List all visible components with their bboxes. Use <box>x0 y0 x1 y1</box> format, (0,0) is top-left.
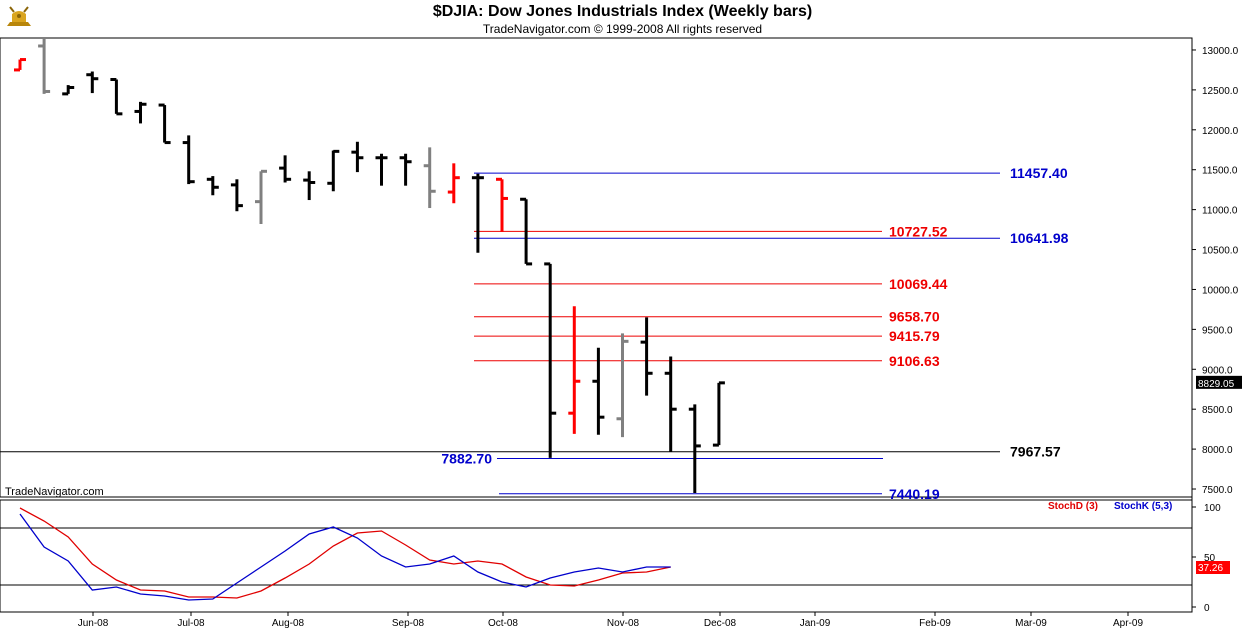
price-tick-label: 10500.0 <box>1202 246 1239 257</box>
ohlc-bar <box>568 306 581 434</box>
date-tick-label: Dec-08 <box>704 618 737 629</box>
price-tick-label: 8000.0 <box>1202 445 1233 456</box>
date-tick-label: Apr-09 <box>1113 618 1143 629</box>
watermark: TradeNavigator.com <box>5 486 104 498</box>
price-bars <box>14 38 725 494</box>
date-tick-label: Sep-08 <box>392 618 425 629</box>
stoch-tick-label: 50 <box>1204 553 1216 564</box>
ohlc-bar <box>423 147 436 209</box>
ohlc-bar <box>279 155 292 183</box>
stochD-line <box>19 507 671 599</box>
level-label: 7967.57 <box>1010 444 1061 460</box>
legend-stochD: StochD (3) <box>1048 501 1098 512</box>
price-tick-label: 11000.0 <box>1202 206 1238 217</box>
price-axis: 13000.0 12500.0 12000.0 11500.0 11000.0 10500… <box>1192 46 1242 496</box>
price-panel <box>0 37 1193 613</box>
date-tick-label: Mar-09 <box>1015 618 1047 629</box>
price-tick-label: 12000.0 <box>1202 126 1239 137</box>
date-tick-label: Jan-09 <box>800 618 831 629</box>
price-tick-label: 12500.0 <box>1202 86 1239 97</box>
ohlc-bar <box>14 58 26 72</box>
last-price-label: 8829.05 <box>1198 379 1235 390</box>
level-label: 9106.63 <box>889 353 940 369</box>
date-tick-label: Oct-08 <box>488 618 518 629</box>
ohlc-bar <box>62 85 75 96</box>
price-tick-label: 11500.0 <box>1202 166 1238 177</box>
price-tick-label: 10000.0 <box>1202 285 1239 296</box>
ohlc-bar <box>255 169 267 224</box>
stochK-line <box>19 513 671 601</box>
chart-title: $DJIA: Dow Jones Industrials Index (Week… <box>432 3 813 20</box>
ohlc-bar <box>158 103 171 145</box>
price-tick-label: 8500.0 <box>1202 405 1233 416</box>
date-tick-label: Feb-09 <box>919 618 951 629</box>
price-tick-label: 7500.0 <box>1202 485 1233 496</box>
ohlc-bar <box>86 71 99 94</box>
ohlc-bar <box>712 381 725 447</box>
price-tick-label: 13000.0 <box>1202 46 1239 57</box>
ohlc-bar <box>134 101 147 124</box>
ohlc-bar <box>110 78 123 116</box>
stoch-last-box <box>1196 561 1230 574</box>
date-axis: Jun-08 Jul-08 Aug-08 Sep-08 Oct-08 Nov-08 Dec-… <box>78 612 1143 629</box>
level-label: 9415.79 <box>889 328 940 344</box>
price-panel-border <box>0 37 1193 498</box>
legend-stochK: StochK (5,3) <box>1114 501 1172 512</box>
stoch-tick-label: 100 <box>1204 503 1221 514</box>
ohlc-bar <box>447 163 460 204</box>
ohlc-bar <box>471 173 484 253</box>
ohlc-bar <box>592 347 605 435</box>
level-label: 11457.40 <box>1010 165 1068 181</box>
stochastic-panel: 100 50 0 StochD (3) StochK (5,3) 37.26 <box>0 501 1230 614</box>
level-lines: 11457.40 10727.52 10641.98 10069.44 9658.70 9… <box>0 165 1069 502</box>
stoch-tick-label: 0 <box>1204 603 1210 614</box>
date-tick-label: Aug-08 <box>272 618 305 629</box>
ohlc-bar <box>182 135 195 185</box>
date-tick-label: Jul-08 <box>177 618 205 629</box>
level-label: 7440.19 <box>889 486 940 502</box>
level-label: 9658.70 <box>889 309 940 325</box>
ohlc-bar <box>38 38 51 94</box>
last-price-box <box>1196 375 1242 389</box>
bull-trophy-logo <box>7 6 31 26</box>
date-tick-label: Nov-08 <box>607 618 640 629</box>
price-tick-label: 9500.0 <box>1202 325 1233 336</box>
ohlc-bar <box>640 317 653 396</box>
ohlc-bar <box>351 141 364 173</box>
level-label: 7882.70 <box>441 450 492 466</box>
ohlc-bar <box>206 176 219 196</box>
level-label: 10069.44 <box>889 276 948 292</box>
ohlc-bar <box>520 197 533 266</box>
ohlc-bar <box>544 262 557 458</box>
ohlc-bar <box>496 177 508 232</box>
ohlc-bar <box>616 333 629 438</box>
level-label: 10641.98 <box>1010 230 1069 246</box>
ohlc-bar <box>327 149 340 192</box>
level-label: 10727.52 <box>889 223 948 239</box>
chart-subtitle: TradeNavigator.com © 1999-2008 All right… <box>482 22 763 36</box>
date-tick-label: Jun-08 <box>78 618 109 629</box>
ohlc-bar <box>399 153 412 186</box>
ohlc-bar <box>688 404 701 494</box>
stoch-last-label: 37.26 <box>1198 563 1223 574</box>
ohlc-bar <box>230 179 243 212</box>
ohlc-bar <box>664 356 677 452</box>
ohlc-bar <box>303 171 316 201</box>
ohlc-bar <box>375 153 388 186</box>
price-tick-label: 9000.0 <box>1202 365 1233 376</box>
